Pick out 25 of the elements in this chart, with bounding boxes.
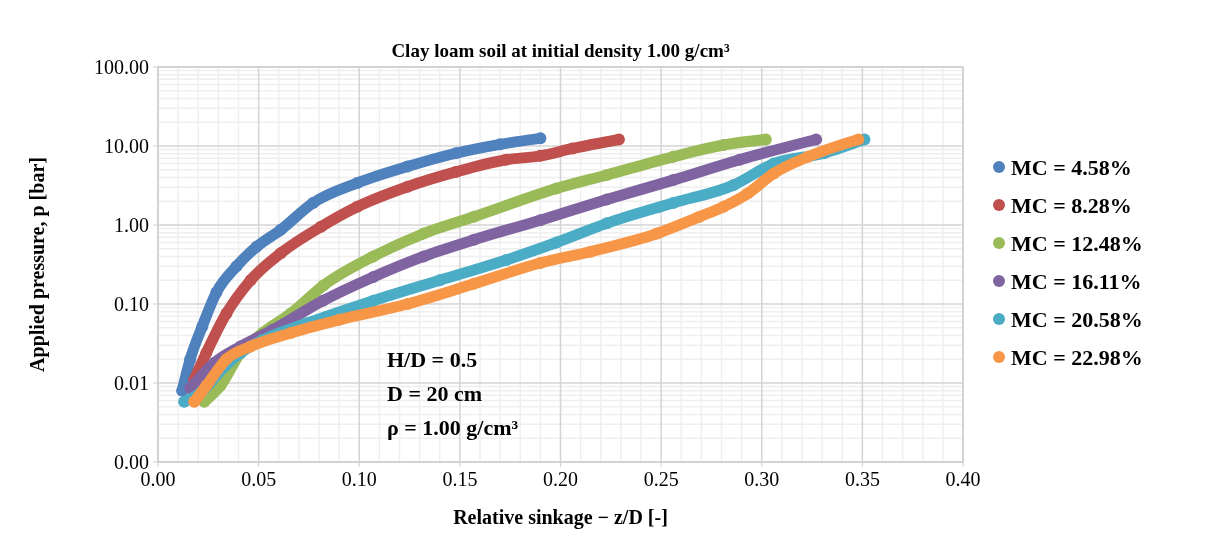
- y-tick-label: 100.00: [94, 56, 149, 78]
- x-tick-label: 0.30: [744, 468, 780, 490]
- legend-label: MC = 8.28%: [1011, 192, 1132, 218]
- x-tick-label: 0.25: [643, 468, 679, 490]
- legend-label: MC = 22.98%: [1011, 344, 1143, 370]
- chart-title: Clay loam soil at initial density 1.00 g/cm³: [391, 40, 730, 61]
- y-tick-label: 1.00: [114, 214, 149, 236]
- x-tick-label: 0.05: [241, 468, 277, 490]
- legend-label: MC = 12.48%: [1011, 230, 1143, 256]
- x-tick-label: 0.15: [442, 468, 478, 490]
- annotation: D = 20 cm: [387, 381, 483, 406]
- annotation: ρ = 1.00 g/cm³: [387, 415, 519, 440]
- y-axis-title: Applied pressure, p [bar]: [26, 157, 49, 372]
- legend-label: MC = 16.11%: [1011, 268, 1142, 294]
- y-tick-label: 10.00: [104, 135, 149, 157]
- legend-label: MC = 20.58%: [1011, 306, 1143, 332]
- annotation: H/D = 0.5: [387, 347, 478, 372]
- legend-label: MC = 4.58%: [1011, 154, 1132, 180]
- x-tick-label: 0.35: [844, 468, 880, 490]
- y-tick-label: 0.01: [114, 372, 149, 394]
- x-tick-label: 0.20: [543, 468, 578, 490]
- x-tick-label: 0.40: [945, 468, 981, 490]
- x-axis-title: Relative sinkage − z/D [-]: [453, 506, 668, 529]
- x-tick-label: 0.10: [341, 468, 377, 490]
- y-tick-label: 0.10: [114, 293, 149, 315]
